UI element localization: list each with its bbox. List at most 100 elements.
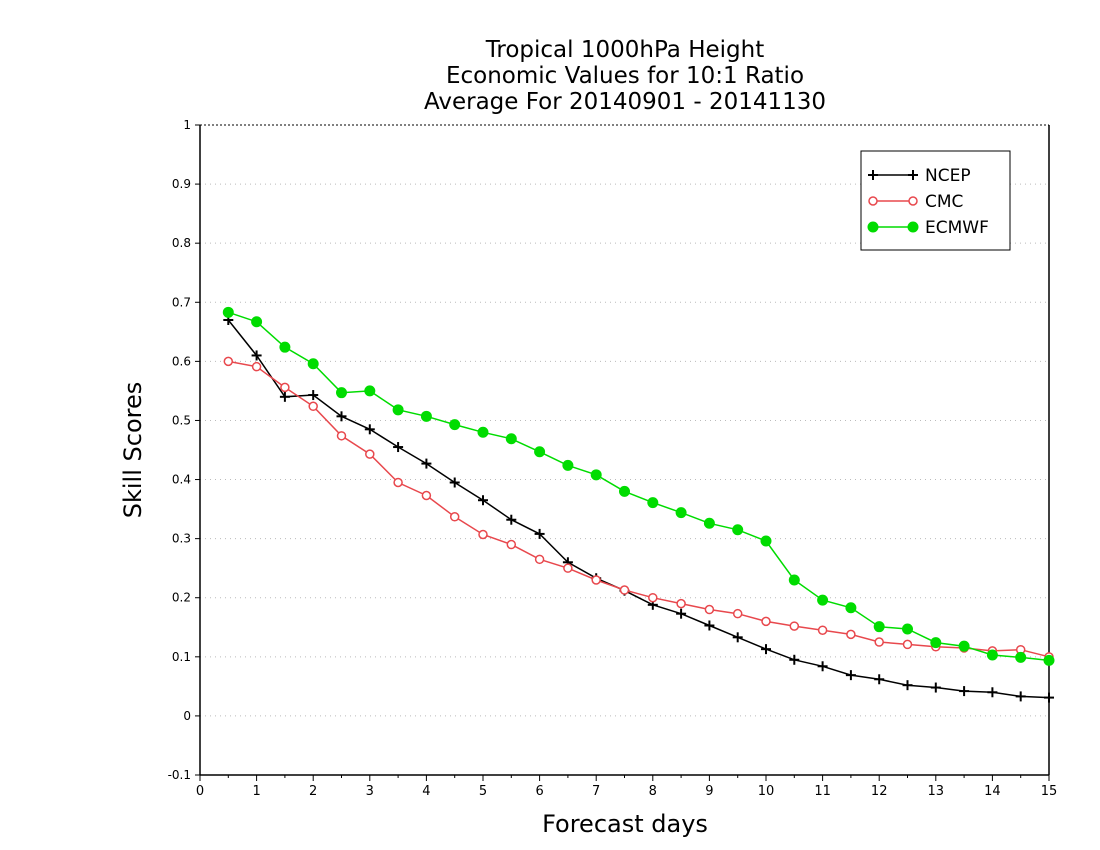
data-point-ecmwf [675,507,687,519]
x-tick-label: 12 [871,784,888,799]
chart-title-line-1: Tropical 1000hPa Height [485,37,765,63]
data-point-ncep [987,687,998,698]
data-point-ecmwf [817,594,829,606]
data-point-ecmwf [477,426,489,438]
data-point-ncep [1044,692,1054,703]
series-line-ncep [227,319,1050,699]
data-point-ncep [930,682,941,693]
y-tick-label: 1 [183,118,191,132]
y-tick-label: 0.4 [172,473,191,487]
data-point-ncep [902,680,913,691]
data-point-ecmwf [647,497,659,509]
series-line-ecmwf [228,311,1050,662]
data-point-ncep [421,458,432,469]
data-point-cmc [280,382,290,393]
data-point-ncep [1015,691,1026,702]
data-point-ncep [704,620,715,631]
x-tick-label: 2 [309,784,317,799]
data-point-cmc [563,563,573,573]
x-tick-label: 5 [479,784,487,799]
data-point-cmc [506,539,517,550]
x-tick-label: 9 [705,784,713,799]
y-tick-label: 0.3 [172,532,191,546]
data-point-cmc [591,575,601,585]
x-tick-label: 0 [196,784,204,799]
data-point-ecmwf [930,637,942,649]
y-tick-label: 0.8 [172,236,191,250]
y-tick-label: -0.1 [168,768,191,782]
data-point-ecmwf [732,524,744,536]
data-point-ncep [364,424,375,435]
data-point-cmc [421,490,432,501]
data-point-ecmwf [590,469,602,481]
legend-marker-cmc [868,196,878,206]
data-point-cmc [732,608,743,619]
data-point-cmc [761,616,771,627]
data-point-cmc [846,629,856,640]
data-point-ecmwf [760,535,772,547]
data-point-cmc [676,598,686,609]
data-point-ecmwf [873,621,885,633]
legend-marker-ecmwf [867,221,879,233]
data-point-ncep [534,528,545,539]
data-point-ecmwf [534,446,546,458]
data-point-ecmwf [449,419,461,431]
y-tick-label: 0.1 [172,650,191,664]
data-point-ncep [506,514,517,525]
legend-marker-cmc [908,196,918,206]
x-tick-label: 8 [649,784,657,799]
y-tick-label: 0.2 [172,591,191,605]
x-tick-label: 10 [758,784,775,799]
data-point-ncep [959,686,970,697]
data-point-ecmwf [902,623,913,635]
data-point-ecmwf [958,640,970,652]
data-point-ecmwf [562,459,574,471]
data-point-cmc [902,639,913,650]
data-point-ecmwf [392,404,404,416]
data-point-ncep [478,495,488,506]
data-point-ecmwf [307,358,319,370]
y-tick-label: 0.9 [172,177,191,191]
data-point-ecmwf [251,316,263,328]
data-point-ncep [761,644,771,655]
x-tick-label: 11 [814,784,831,799]
x-tick-label: 7 [592,784,600,799]
data-point-ncep [308,390,319,401]
data-point-ecmwf [222,306,234,318]
data-point-cmc [251,361,262,372]
series-line-cmc [228,360,1050,658]
data-point-cmc [704,604,715,615]
chart-title-line-3: Average For 20140901 - 20141130 [423,89,827,115]
x-tick-label: 3 [366,784,374,799]
legend-marker-ncep [868,170,878,180]
x-tick-label: 4 [422,784,430,799]
data-point-cmc [336,431,347,441]
data-point-ecmwf [986,649,998,661]
data-point-ecmwf [279,341,291,353]
data-point-ecmwf [336,387,347,399]
y-tick-label: 0 [183,709,191,723]
data-point-cmc [393,477,403,488]
data-point-ncep [676,608,687,619]
data-point-ecmwf [788,574,800,586]
x-tick-label: 15 [1041,784,1058,799]
legend-label-cmc: CMC [925,192,963,212]
data-point-ecmwf [619,485,630,497]
data-point-ncep [251,350,262,361]
data-point-ecmwf [420,410,432,422]
data-point-ecmwf [845,602,857,614]
data-point-cmc [308,401,318,412]
data-point-ncep [732,632,743,643]
x-tick-label: 6 [535,784,543,799]
data-point-ecmwf [364,385,376,397]
y-tick-label: 0.5 [172,413,191,427]
legend-marker-ncep [908,170,918,180]
legend-marker-ecmwf [907,221,919,233]
data-point-ncep [449,477,460,488]
x-tick-label: 14 [984,784,1001,799]
legend-label-ecmwf: ECMWF [925,218,989,238]
data-point-cmc [365,449,375,459]
data-point-ncep [279,391,290,402]
legend-label-ncep: NCEP [925,166,971,186]
data-point-cmc [449,512,460,522]
